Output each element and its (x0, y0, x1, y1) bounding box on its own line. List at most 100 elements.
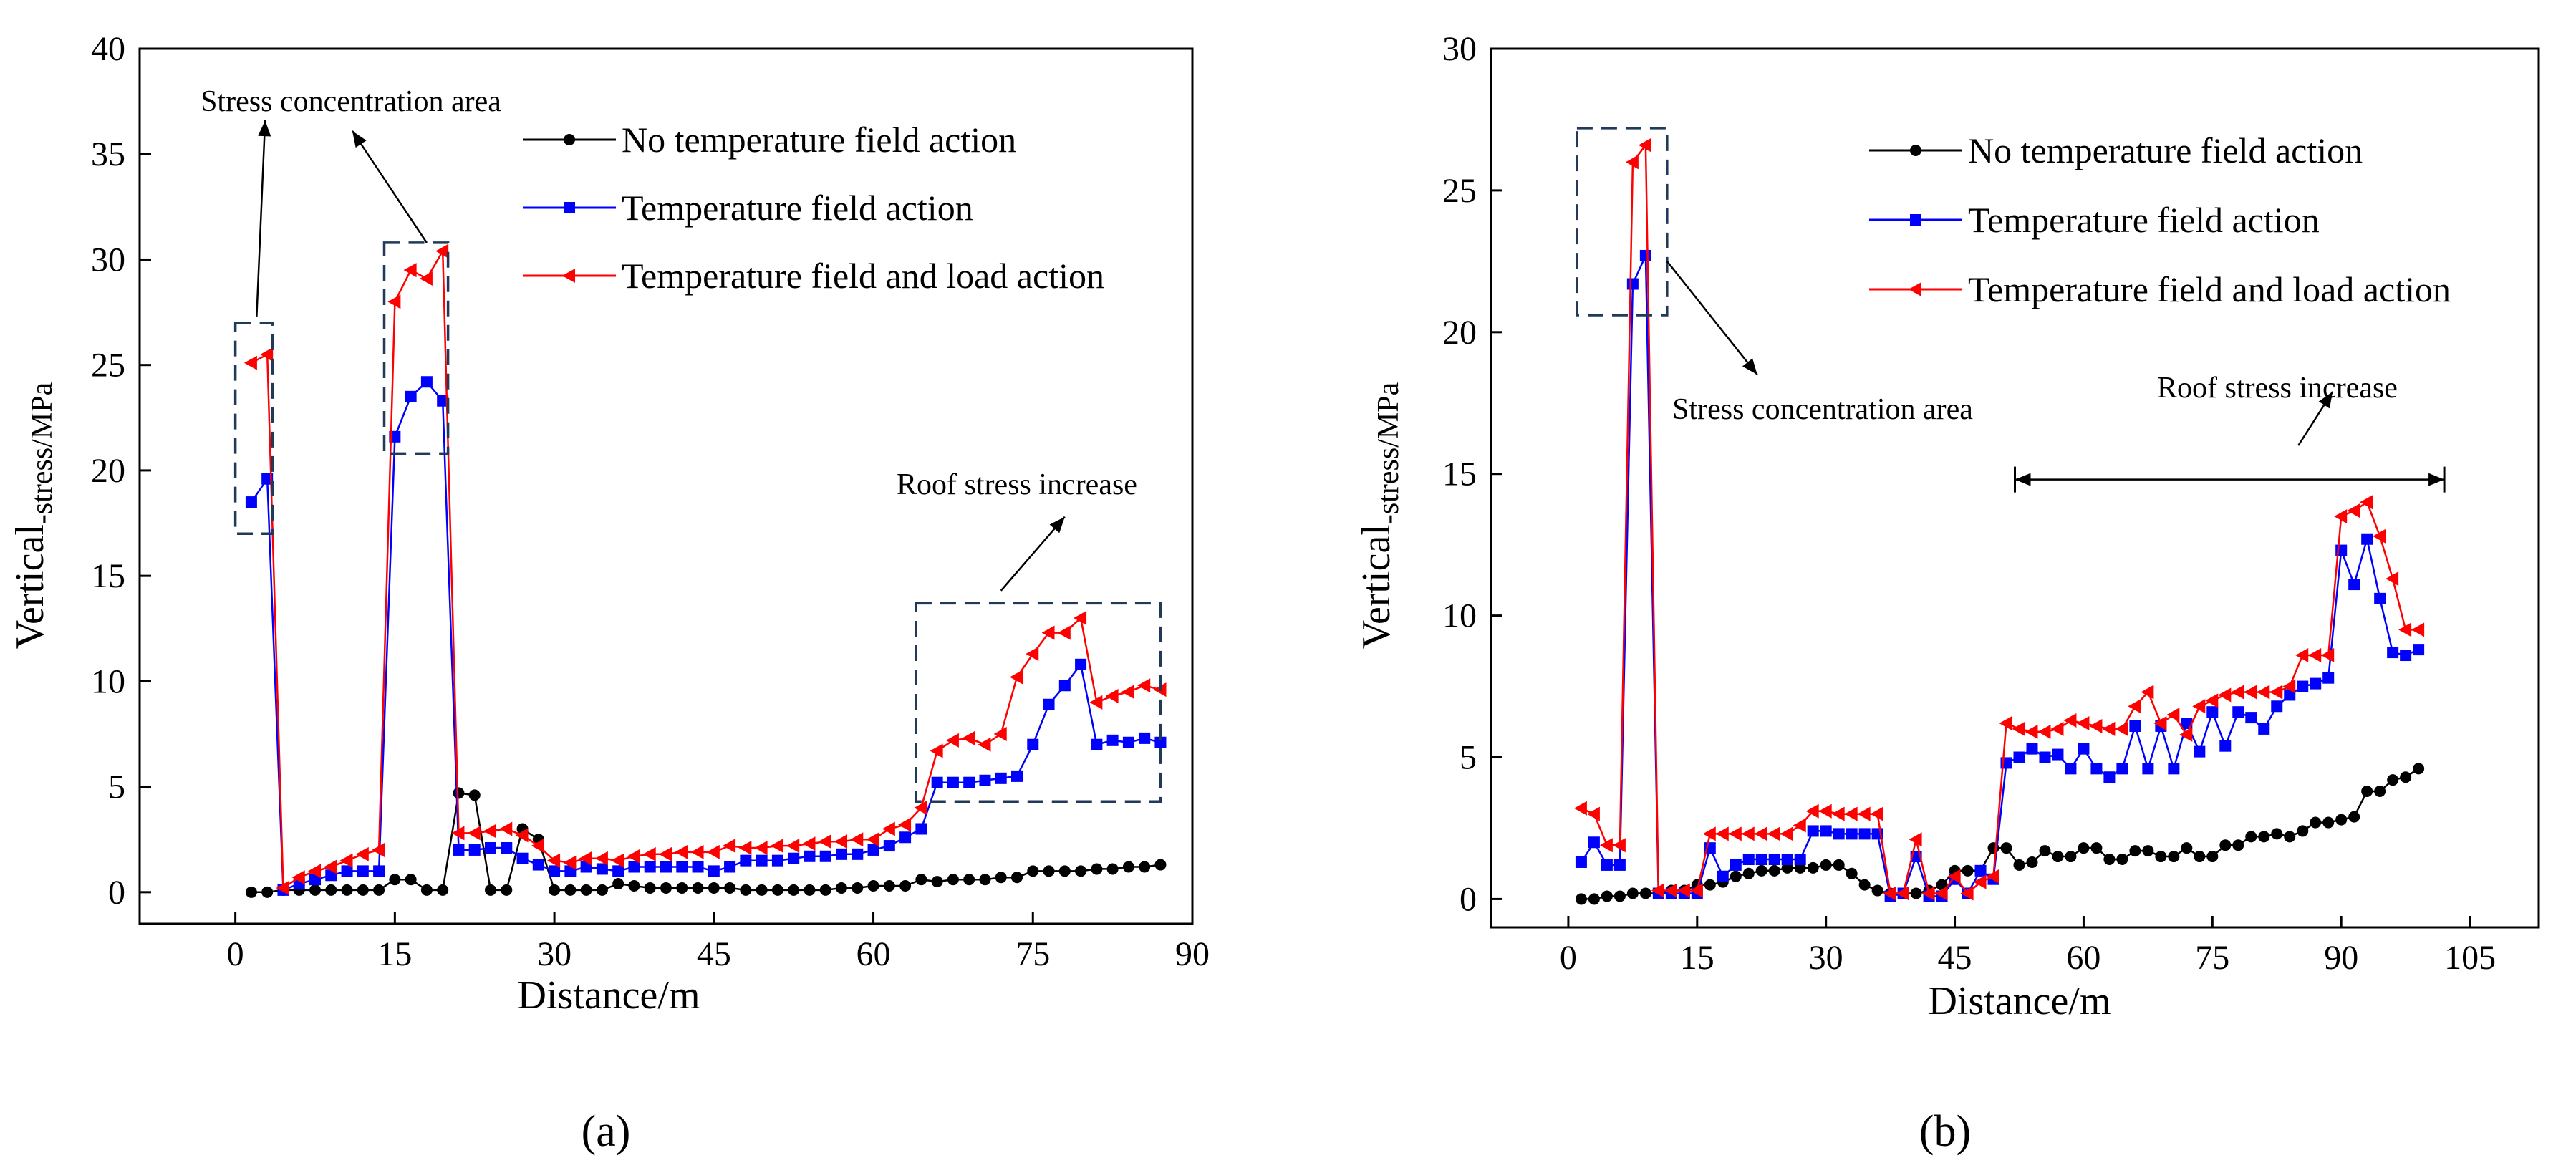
legend-b: No temperature field action Temperature f… (1869, 130, 2451, 309)
data-point (628, 879, 640, 892)
data-point (1833, 859, 1845, 871)
arrow-head (1742, 358, 1757, 375)
data-point (947, 776, 959, 788)
data-point (485, 841, 496, 854)
data-point (1601, 890, 1613, 902)
data-point (1846, 867, 1858, 879)
data-point (1730, 870, 1742, 882)
y-axis-title-main: Vertical (1354, 524, 1399, 649)
data-point (1075, 658, 1087, 670)
data-point (260, 347, 274, 362)
plot-frame (1490, 47, 2540, 929)
data-point (1715, 826, 1729, 841)
data-point (2257, 685, 2270, 700)
data-point (501, 884, 513, 896)
data-point (1754, 826, 1767, 841)
data-point (1089, 695, 1103, 710)
data-point (243, 355, 257, 370)
data-point (1613, 890, 1626, 902)
data-point (1106, 863, 1119, 875)
data-point (708, 865, 720, 877)
data-point (1074, 611, 1087, 626)
data-point (1805, 803, 1819, 819)
data-point (2400, 771, 2412, 783)
data-point (2205, 693, 2219, 708)
annotation-text: Roof stress increase (897, 468, 1137, 501)
data-point (819, 850, 831, 862)
x-tick-label: 75 (1016, 935, 1050, 973)
data-point (660, 882, 672, 894)
data-point (2078, 743, 2090, 755)
y-tick-label: 25 (1442, 172, 1477, 210)
data-point (1973, 874, 1987, 889)
data-point (2244, 685, 2257, 700)
plot-frame (138, 47, 1194, 925)
legend-a: No temperature field action Temperature f… (523, 120, 1104, 296)
data-point (612, 878, 624, 890)
data-point (1960, 886, 1974, 901)
data-point (899, 831, 912, 844)
data-point (2360, 495, 2373, 510)
data-point (2050, 721, 2064, 736)
data-point (644, 861, 656, 873)
data-point (2090, 763, 2103, 775)
x-tick-label: 0 (227, 935, 244, 973)
data-point (355, 846, 369, 861)
data-point (995, 872, 1007, 884)
legend-label: No temperature field action (1968, 130, 2363, 170)
series-no-temperature-field-action (245, 787, 1167, 898)
data-point (2102, 721, 2116, 736)
data-point (483, 824, 496, 839)
data-point (740, 884, 752, 896)
data-point (612, 865, 624, 877)
data-point (1601, 859, 1613, 871)
annotation-text: Stress concentration area (1672, 393, 1973, 426)
axes-b: 0 15 30 45 60 75 90 105 0 5 10 15 20 25 30 (1442, 30, 2496, 977)
data-point (2374, 786, 2386, 798)
data-point (1846, 828, 1858, 840)
data-point (532, 859, 544, 871)
highlight-box (1576, 127, 1669, 317)
legend-marker (562, 269, 575, 283)
data-point (1780, 826, 1793, 841)
data-point (675, 844, 688, 859)
data-point (2000, 842, 2012, 854)
data-point (915, 823, 927, 835)
data-point (435, 243, 449, 259)
data-point (1011, 872, 1023, 884)
data-point (883, 879, 895, 892)
legend-marker (564, 202, 575, 213)
x-tick-label: 30 (537, 935, 571, 973)
data-point (1043, 698, 1055, 710)
data-point (771, 884, 783, 896)
y-tick-label: 15 (1442, 455, 1477, 493)
data-point (723, 839, 736, 854)
data-point (405, 390, 417, 402)
series-line (251, 248, 1161, 890)
data-point (2348, 579, 2360, 591)
data-point (2089, 718, 2103, 733)
data-point (2413, 763, 2425, 775)
data-point (1091, 863, 1103, 875)
data-point (2116, 763, 2128, 775)
data-point (2310, 816, 2322, 829)
data-point (2026, 743, 2038, 755)
data-point (1011, 770, 1023, 782)
arrow-head (2318, 391, 2333, 409)
annotation-arrow (351, 130, 428, 243)
data-point (804, 850, 816, 862)
data-point (1588, 836, 1600, 849)
data-point (2128, 699, 2141, 714)
data-point (788, 884, 800, 896)
annotation-arrow (256, 120, 266, 317)
data-point (2194, 851, 2206, 863)
data-point (2308, 648, 2322, 663)
data-point (2284, 689, 2296, 701)
data-point (419, 271, 433, 286)
y-tick-label: 15 (91, 557, 125, 595)
x-tick-label: 30 (1809, 939, 1843, 977)
data-point (756, 884, 768, 896)
data-point (1154, 859, 1167, 871)
data-point (1767, 826, 1780, 841)
y-axis-title: Vertical-stress/MPa (8, 382, 59, 649)
